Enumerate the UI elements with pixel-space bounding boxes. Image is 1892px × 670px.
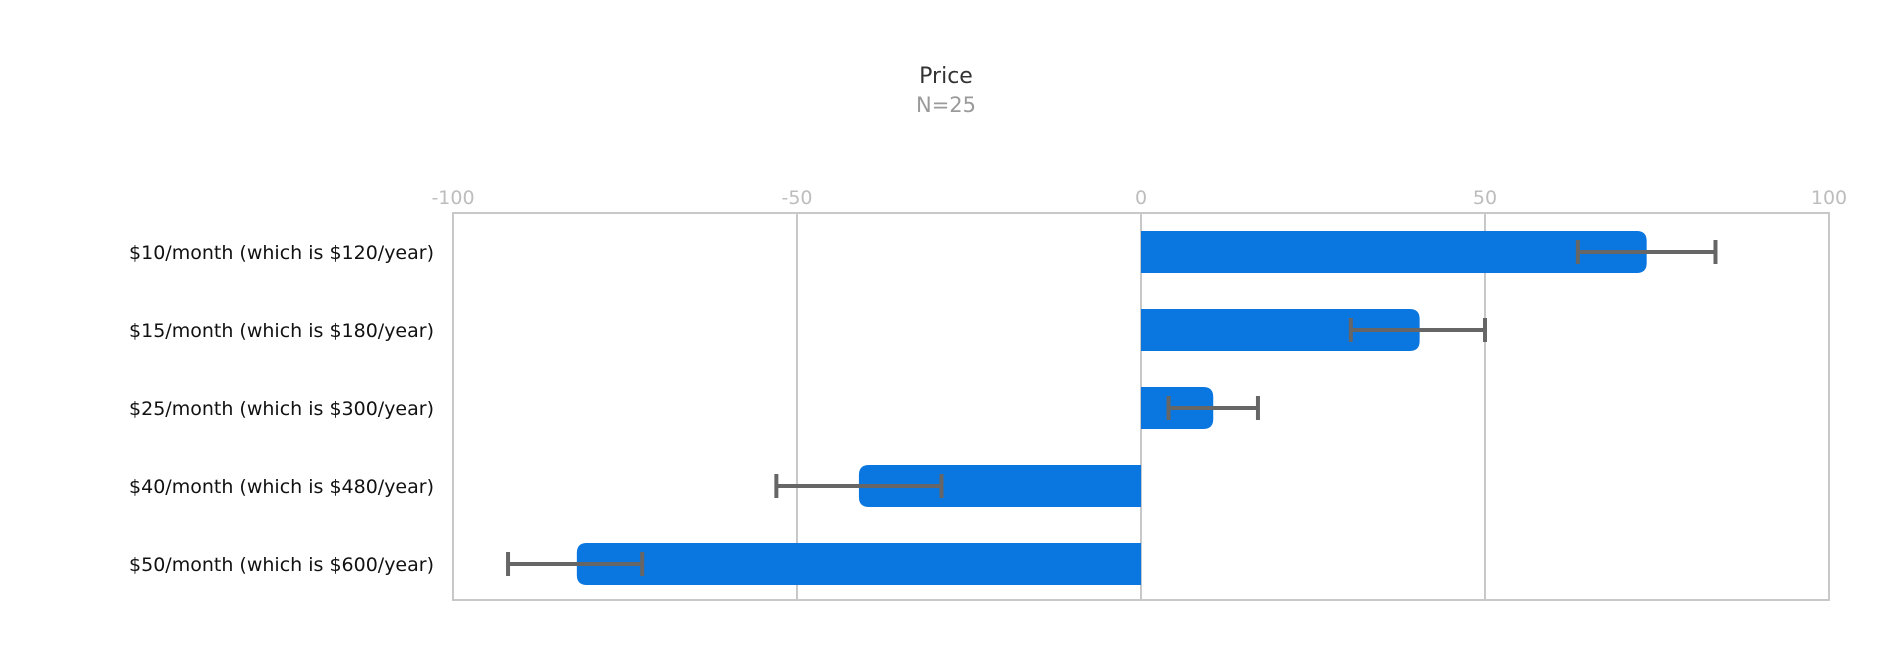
error-bar [1348,318,1487,342]
error-bar [1166,396,1260,420]
bar [858,465,1141,507]
category-labels: $10/month (which is $120/year) $15/month … [129,242,434,576]
x-tick-label: -100 [431,187,474,209]
category-label: $25/month (which is $300/year) [129,398,434,420]
category-label: $10/month (which is $120/year) [129,242,434,264]
category-label: $50/month (which is $600/year) [129,554,434,576]
error-bar [774,474,944,498]
bar [1141,231,1647,273]
error-bar [1575,240,1718,264]
x-tick-label: 50 [1473,187,1497,209]
bars [576,231,1647,585]
category-label: $40/month (which is $480/year) [129,476,434,498]
chart-title: Price [919,64,973,89]
category-label: $15/month (which is $180/year) [129,320,434,342]
x-axis-ticks: -100 -50 0 50 100 [431,187,1847,209]
x-tick-label: 100 [1811,187,1847,209]
chart-subtitle: N=25 [916,93,976,117]
error-bars [506,240,1718,576]
error-bar [506,552,645,576]
x-tick-label: 0 [1135,187,1147,209]
x-tick-label: -50 [781,187,812,209]
bar [576,543,1141,585]
plot-frame [452,212,1830,601]
